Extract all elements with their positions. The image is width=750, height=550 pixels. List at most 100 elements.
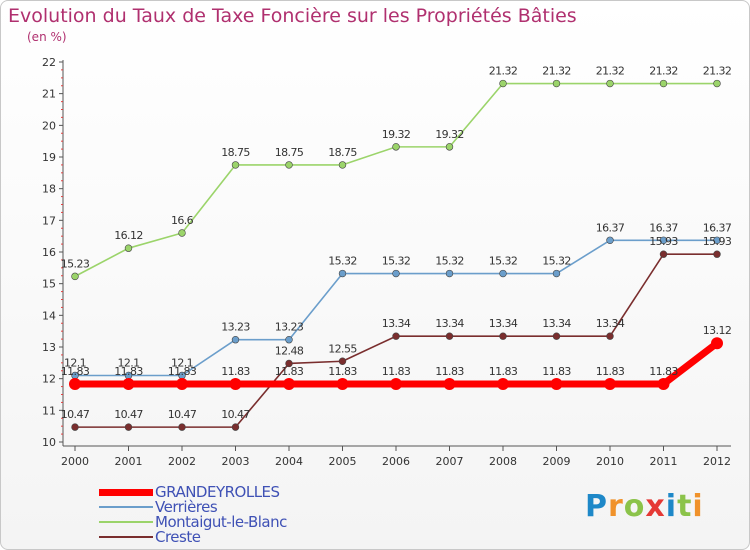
data-label: 11.83 <box>275 365 304 378</box>
data-point <box>178 423 186 431</box>
data-label: 16.6 <box>171 214 194 227</box>
data-point <box>285 359 293 368</box>
legend-swatch-creste <box>99 536 153 538</box>
data-point <box>124 244 133 252</box>
legend-label-grandeyrolles: GRANDEYROLLES <box>155 483 280 501</box>
data-point <box>71 423 79 431</box>
data-label: 15.93 <box>649 235 678 248</box>
x-tick-label: 2003 <box>222 455 250 468</box>
data-label: 11.83 <box>649 365 678 378</box>
data-label: 21.32 <box>542 65 571 78</box>
data-label: 13.12 <box>703 324 732 337</box>
data-label: 15.32 <box>328 255 357 268</box>
data-point <box>336 378 349 391</box>
series-line-creste <box>74 253 718 428</box>
data-label: 10.47 <box>61 408 90 421</box>
data-point <box>497 378 509 391</box>
legend-swatch-grandeyrolles <box>99 489 153 496</box>
y-tick-label: 19 <box>42 151 56 164</box>
data-point <box>659 250 668 258</box>
data-point <box>499 269 507 278</box>
legend-swatch-montaigut <box>99 521 153 523</box>
x-tick-label: 2005 <box>329 455 357 468</box>
logo-letter: o <box>623 489 646 524</box>
x-tick-label: 2009 <box>543 455 571 468</box>
y-tick-label: 16 <box>42 246 56 259</box>
data-point <box>499 332 507 340</box>
data-point <box>606 332 614 340</box>
data-point <box>499 79 507 88</box>
x-tick-label: 2001 <box>115 455 143 468</box>
data-point <box>445 332 454 340</box>
data-point <box>229 378 242 391</box>
data-label: 12.48 <box>275 344 304 357</box>
data-label: 11.83 <box>61 365 90 378</box>
unit-label: (en %) <box>27 30 67 44</box>
y-tick-label: 21 <box>42 88 56 101</box>
data-label: 12.1 <box>171 357 193 370</box>
data-point <box>657 378 670 391</box>
data-point <box>231 423 240 431</box>
data-label: 13.23 <box>275 321 304 334</box>
data-label: 13.34 <box>382 317 411 330</box>
y-tick-label: 20 <box>42 119 56 132</box>
x-tick-label: 2004 <box>275 455 303 468</box>
data-label: 18.75 <box>275 146 304 159</box>
data-label: 15.32 <box>382 255 411 268</box>
data-point <box>231 161 240 169</box>
y-tick-label: 18 <box>42 183 56 196</box>
data-label: 12.55 <box>328 342 357 355</box>
y-tick-label: 10 <box>42 436 56 449</box>
data-label: 16.12 <box>114 229 143 242</box>
data-label: 19.32 <box>435 128 464 141</box>
x-tick-label: 2006 <box>382 455 410 468</box>
data-label: 13.34 <box>435 317 464 330</box>
y-tick-label: 12 <box>42 373 56 386</box>
logo-letter: i <box>665 489 678 524</box>
legend-label-montaigut: Montaigut-le-Blanc <box>155 513 287 531</box>
y-tick-label: 13 <box>42 341 56 354</box>
data-label: 12.1 <box>117 357 139 370</box>
data-label: 21.32 <box>489 65 518 78</box>
data-label: 10.47 <box>168 408 197 421</box>
data-label: 11.83 <box>542 365 571 378</box>
data-label: 11.83 <box>435 365 464 378</box>
data-label: 11.83 <box>114 365 143 378</box>
data-label: 10.47 <box>221 408 250 421</box>
data-point <box>604 378 616 391</box>
data-label: 19.32 <box>382 128 411 141</box>
data-point <box>176 378 188 391</box>
logo-letter: r <box>608 489 624 524</box>
legend-label-creste: Creste <box>155 528 201 546</box>
data-point <box>392 269 400 278</box>
logo-letter: P <box>585 489 608 524</box>
data-label: 11.83 <box>489 365 518 378</box>
data-point <box>69 378 81 391</box>
y-tick-label: 11 <box>42 404 56 417</box>
data-point <box>285 336 293 344</box>
data-label: 18.75 <box>328 146 357 159</box>
data-point <box>445 143 454 151</box>
data-point <box>285 161 293 169</box>
data-label: 11.83 <box>221 365 250 378</box>
data-point <box>231 336 240 344</box>
data-point <box>283 378 295 391</box>
data-label: 11.83 <box>328 365 357 378</box>
x-tick-label: 2011 <box>650 455 678 468</box>
data-label: 11.83 <box>382 365 411 378</box>
data-label: 12.1 <box>64 357 86 370</box>
data-point <box>606 79 614 88</box>
data-label: 15.32 <box>489 255 518 268</box>
data-label: 16.37 <box>596 221 625 234</box>
data-point <box>606 236 614 244</box>
proxiti-logo: Proxiti <box>585 489 704 524</box>
data-label: 15.32 <box>542 255 571 268</box>
data-label: 21.32 <box>596 65 625 78</box>
y-tick-label: 17 <box>42 214 56 227</box>
data-label: 13.34 <box>596 317 625 330</box>
data-label: 18.75 <box>221 146 250 159</box>
data-label: 13.23 <box>221 321 250 334</box>
x-tick-label: 2002 <box>168 455 196 468</box>
